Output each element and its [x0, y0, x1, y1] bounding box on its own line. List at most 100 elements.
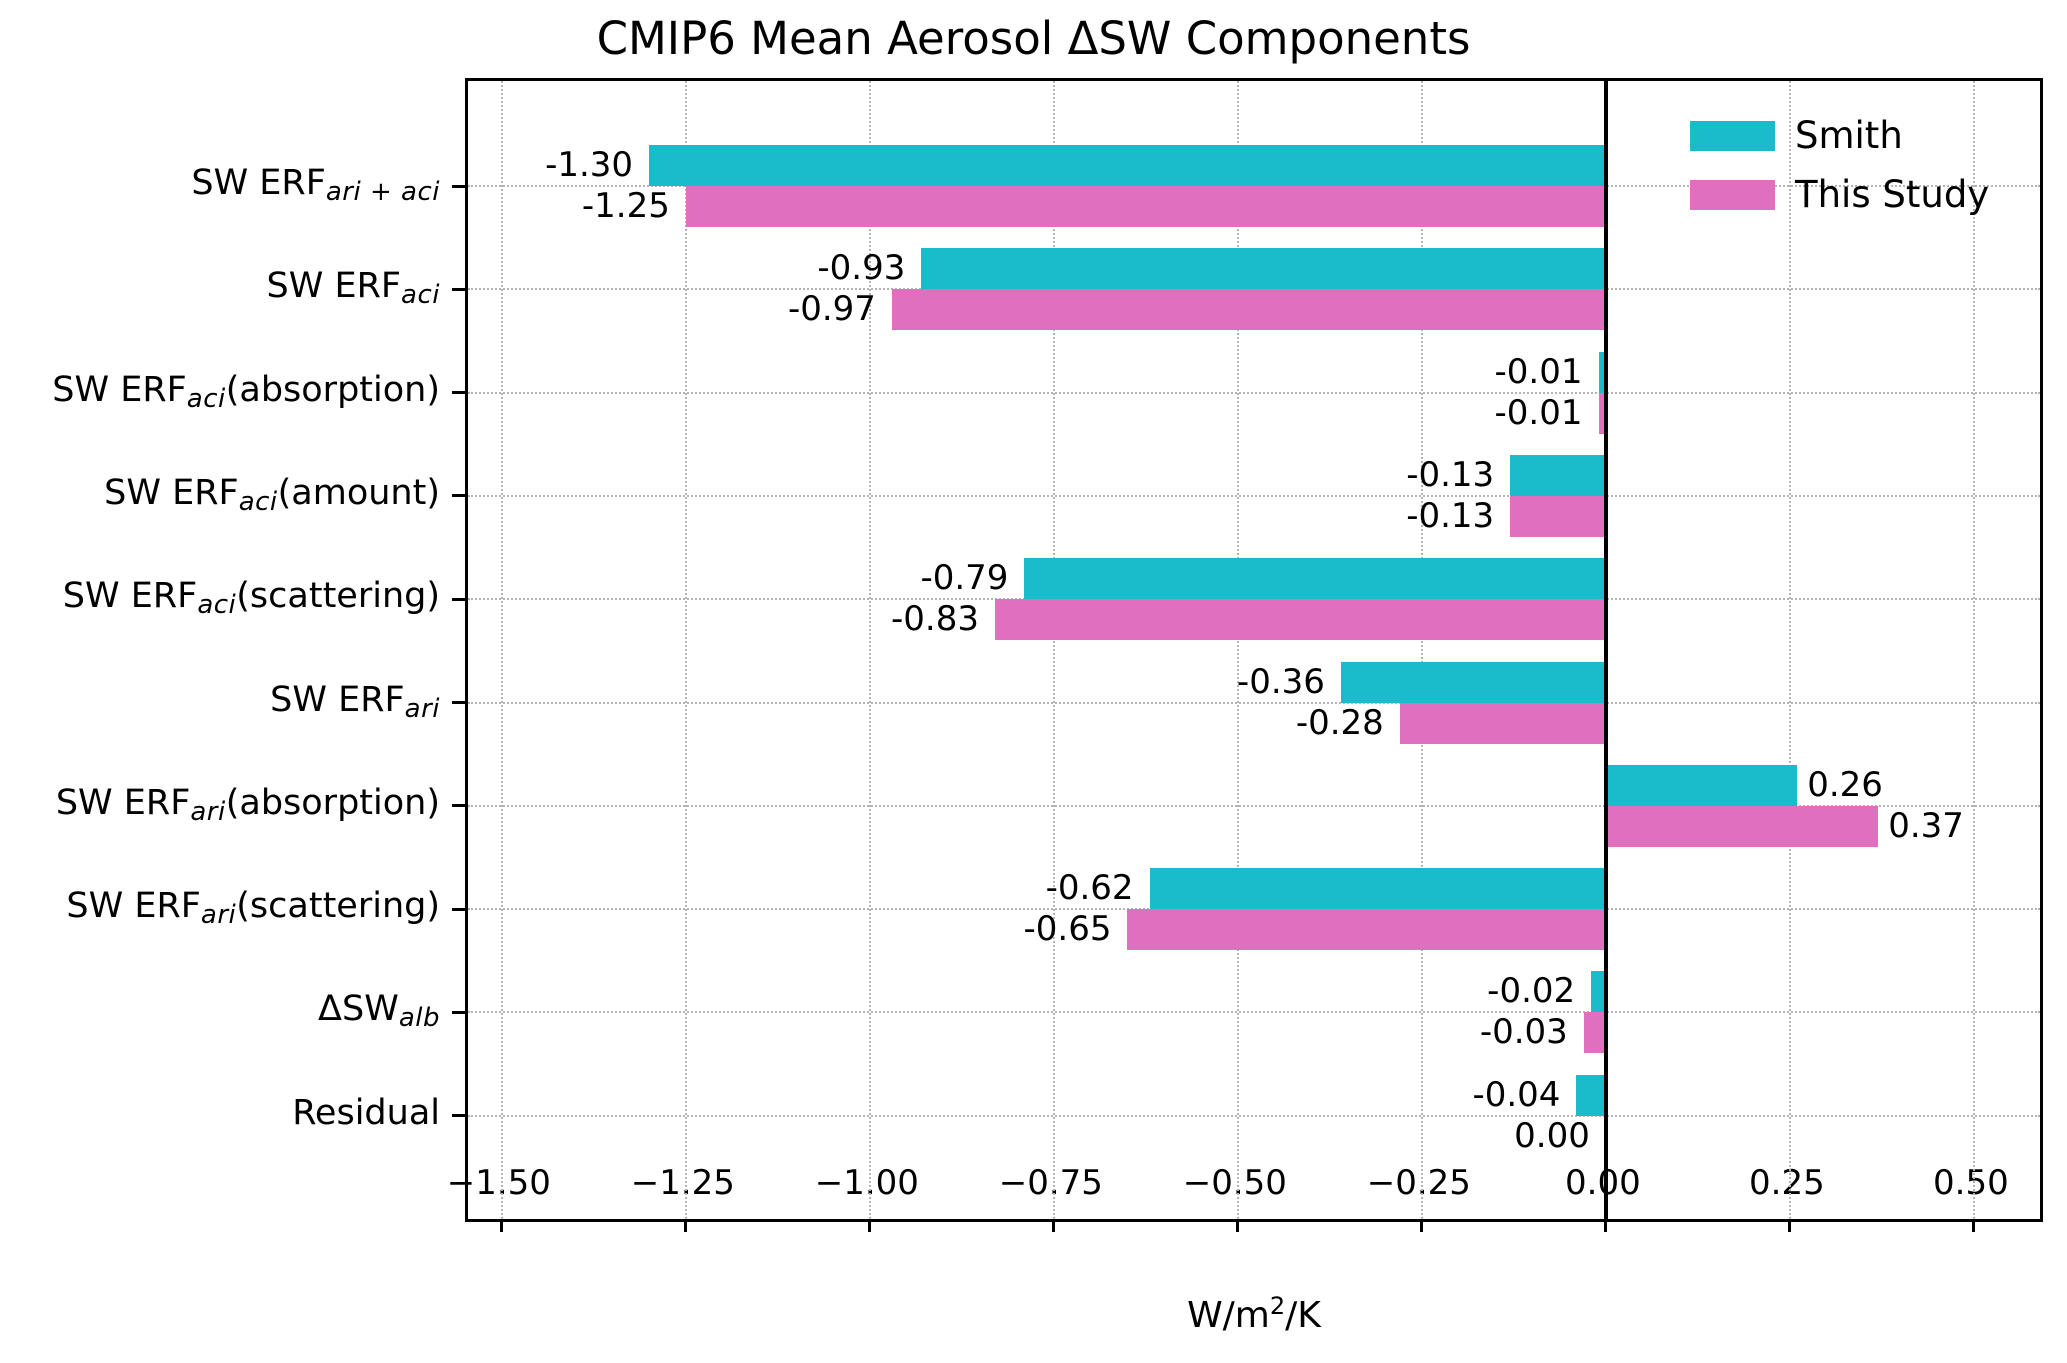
- bar-smith: [1340, 661, 1606, 703]
- y-tick-mark: [452, 391, 465, 395]
- bar-value-label: -0.65: [1023, 909, 1112, 950]
- bar-value-label: -0.13: [1406, 454, 1495, 495]
- x-tick-mark: [1604, 1219, 1608, 1232]
- bar-value-label: -0.36: [1236, 661, 1325, 702]
- y-tick-mark: [452, 804, 465, 808]
- legend-entry-this-study: This Study: [1690, 173, 1989, 216]
- category-label: SW ERF ari: [270, 679, 440, 724]
- x-tick-mark: [1420, 1219, 1424, 1232]
- x-tick-label: −0.25: [1366, 1163, 1471, 1203]
- y-tick-mark: [452, 184, 465, 188]
- x-gridline: [1420, 81, 1423, 1219]
- bar-value-label: -0.79: [920, 558, 1009, 599]
- bar-this-study: [891, 289, 1606, 331]
- bar-value-label: -0.02: [1487, 971, 1576, 1012]
- bar-smith: [1510, 454, 1606, 496]
- x-tick-label: 0.50: [1933, 1163, 2009, 1203]
- y-gridline: [468, 1114, 2040, 1117]
- x-tick-mark: [1972, 1219, 1976, 1232]
- bar-value-label: 0.26: [1807, 764, 1883, 805]
- y-tick-mark: [452, 287, 465, 291]
- bar-this-study: [685, 186, 1606, 227]
- bar-value-label: -0.01: [1494, 351, 1583, 392]
- x-gridline: [1052, 81, 1055, 1219]
- bar-this-study: [1605, 805, 1879, 847]
- bar-value-label: -1.25: [581, 186, 670, 226]
- category-label: SW ERF ari + aci: [191, 163, 440, 207]
- x-tick-label: 0.00: [1565, 1163, 1641, 1203]
- category-label-subscript: aci: [238, 486, 278, 517]
- x-tick-mark: [684, 1219, 688, 1232]
- y-gridline: [468, 1011, 2040, 1014]
- bar-smith: [1591, 971, 1606, 1013]
- bar-smith: [1598, 351, 1606, 393]
- category-label: SW ERF aci (scattering): [62, 576, 440, 621]
- legend-swatch-this-study: [1690, 179, 1775, 210]
- x-tick-mark: [1788, 1219, 1792, 1232]
- chart-title: CMIP6 Mean Aerosol ΔSW Components: [596, 12, 1471, 65]
- x-axis-label-post: /K: [1285, 1295, 1321, 1336]
- bar-this-study: [1598, 392, 1606, 434]
- category-label: ΔSW alb: [318, 989, 440, 1034]
- legend-entry-smith: Smith: [1690, 114, 1989, 157]
- bar-value-label: -0.04: [1472, 1074, 1561, 1115]
- category-label-subscript: alb: [398, 1003, 440, 1034]
- legend-label-smith: Smith: [1795, 114, 1903, 157]
- bar-value-label: -0.93: [817, 248, 906, 289]
- category-label: SW ERF ari (scattering): [66, 886, 440, 931]
- category-label-subscript: ari: [190, 796, 226, 827]
- category-label-subscript: ari: [200, 900, 237, 931]
- bar-value-label: -1.30: [545, 145, 634, 185]
- legend-label-this-study: This Study: [1795, 173, 1990, 216]
- y-tick-mark: [452, 1114, 465, 1118]
- y-tick-mark: [452, 494, 465, 498]
- x-axis-label: W/m2/K: [465, 1292, 2043, 1336]
- x-tick-mark: [1236, 1219, 1240, 1232]
- bar-value-label: -0.01: [1494, 392, 1583, 433]
- bar-value-label: -0.13: [1406, 495, 1495, 536]
- x-gridline: [1236, 81, 1239, 1219]
- x-gridline: [684, 81, 687, 1219]
- category-label-subscript: aci: [401, 280, 440, 311]
- x-tick-label: −0.50: [1182, 1163, 1287, 1203]
- bar-smith: [649, 145, 1606, 186]
- bar-smith: [1024, 558, 1606, 600]
- y-axis-labels: SW ERF ari + aci SW ERF aci SW ERF aci (absor…: [0, 78, 440, 1222]
- x-gridline: [500, 81, 503, 1219]
- category-label: SW ERF aci (amount): [104, 472, 440, 517]
- bar-value-label: 0.37: [1888, 805, 1964, 846]
- y-gridline: [468, 391, 2040, 394]
- bar-smith: [1149, 868, 1606, 910]
- category-label: SW ERF ari (absorption): [55, 782, 440, 827]
- y-tick-mark: [452, 597, 465, 601]
- x-tick-label: −1.25: [630, 1163, 735, 1203]
- bar-value-label: -0.03: [1479, 1012, 1568, 1053]
- x-gridline: [1972, 81, 1975, 1219]
- bar-this-study: [1127, 909, 1606, 951]
- y-tick-mark: [452, 1010, 465, 1014]
- bar-this-study: [1583, 1012, 1606, 1054]
- x-tick-label: −1.00: [814, 1163, 919, 1203]
- category-label-subscript: ari: [404, 693, 440, 724]
- x-tick-mark: [868, 1219, 872, 1232]
- bar-value-label: -0.28: [1295, 702, 1384, 743]
- x-tick-label: −1.50: [446, 1163, 551, 1203]
- category-label: Residual: [292, 1092, 440, 1133]
- bar-smith: [921, 248, 1606, 290]
- bar-value-label: -0.62: [1045, 868, 1134, 909]
- bar-value-label: 0.00: [1514, 1115, 1590, 1156]
- category-label-subscript: ari + aci: [325, 177, 440, 207]
- x-axis-label-pre: W/m: [1187, 1295, 1270, 1336]
- y-gridline: [468, 494, 2040, 497]
- x-axis-label-sup: 2: [1269, 1292, 1286, 1320]
- bar-smith: [1576, 1074, 1606, 1116]
- bar-smith: [1605, 764, 1798, 806]
- x-gridline: [868, 81, 871, 1219]
- legend: Smith This Study: [1690, 114, 1989, 216]
- y-gridline: [468, 804, 2040, 807]
- y-gridline: [468, 701, 2040, 704]
- legend-swatch-smith: [1690, 120, 1775, 151]
- x-tick-mark: [500, 1219, 504, 1232]
- zero-line: [1603, 81, 1608, 1219]
